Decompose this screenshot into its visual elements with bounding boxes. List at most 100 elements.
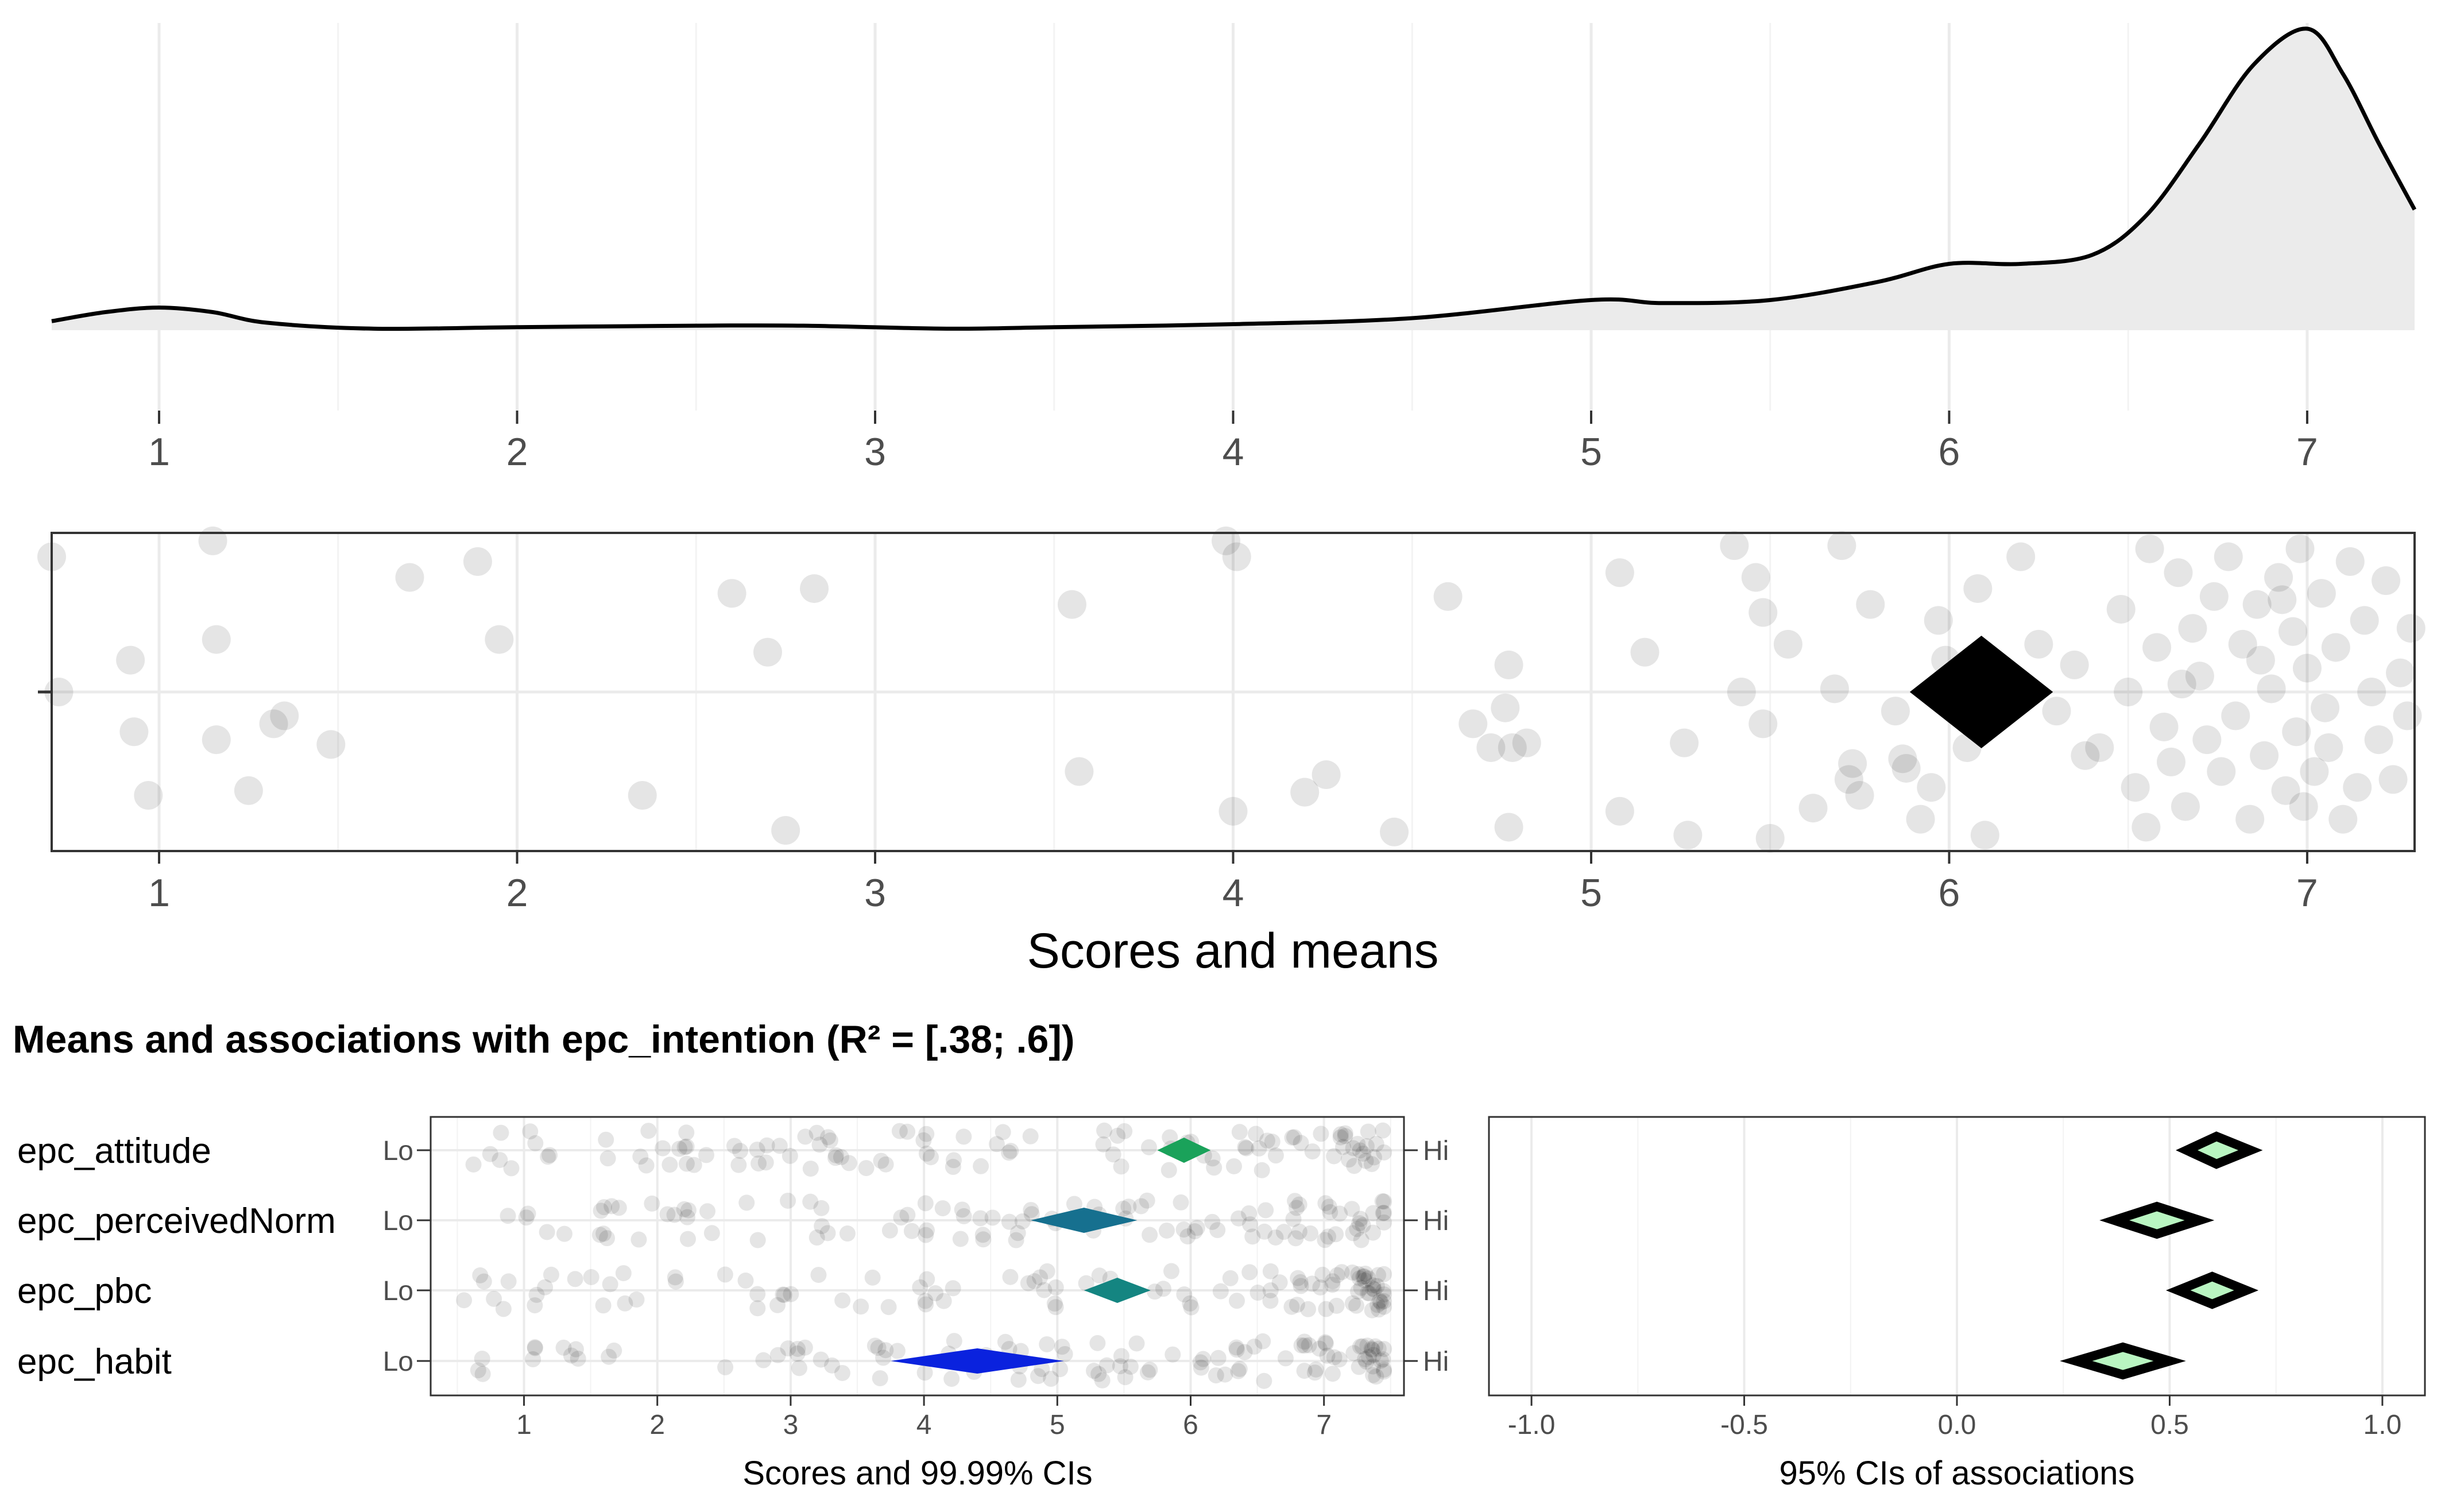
means-score-point <box>1376 1293 1392 1309</box>
means-score-point <box>1332 1126 1349 1143</box>
means-score-point <box>661 1157 678 1173</box>
means-score-point <box>1293 1337 1310 1354</box>
means-score-point <box>1334 1139 1351 1155</box>
means-score-point <box>1113 1348 1129 1364</box>
means-score-point <box>780 1340 796 1357</box>
means-score-point <box>556 1225 572 1242</box>
means-score-point <box>1086 1363 1102 1379</box>
means-score-point <box>1183 1299 1200 1316</box>
means-score-point <box>537 1279 554 1296</box>
means-score-point <box>470 1362 486 1379</box>
means-score-point <box>518 1209 535 1226</box>
means-score-point <box>527 1339 543 1356</box>
score-point <box>2393 701 2422 730</box>
means-score-point <box>1256 1223 1272 1240</box>
means-score-point <box>678 1138 695 1155</box>
means-score-point <box>870 1340 887 1356</box>
means-score-point <box>813 1351 829 1368</box>
score-point <box>1888 744 1917 774</box>
means-score-point <box>1139 1192 1155 1209</box>
means-score-point <box>676 1201 693 1217</box>
means-score-point <box>858 1160 875 1177</box>
means-score-point <box>1228 1339 1245 1356</box>
means-score-point <box>915 1132 932 1148</box>
means-score-point <box>814 1218 830 1235</box>
means-score-point <box>482 1146 498 1162</box>
means-score-point <box>679 1209 695 1225</box>
means-score-point <box>1313 1126 1329 1142</box>
means-score-point <box>495 1301 512 1317</box>
means-score-point <box>678 1124 695 1141</box>
score-point <box>2271 776 2300 805</box>
score-point <box>1512 728 1541 757</box>
score-point <box>1433 582 1463 611</box>
score-point <box>2228 629 2257 659</box>
means-score-point <box>1326 1349 1343 1366</box>
means-score-point <box>834 1292 851 1309</box>
means-score-point <box>1328 1297 1345 1314</box>
means-score-point <box>1231 1210 1247 1227</box>
means-score-point <box>595 1225 612 1242</box>
density-x-tick-label: 6 <box>1939 430 1960 474</box>
means-score-point <box>1365 1205 1382 1221</box>
means-score-point <box>1375 1283 1392 1300</box>
score-point <box>1498 733 1527 762</box>
means-score-point <box>1204 1150 1221 1167</box>
means-score-point <box>974 1227 991 1243</box>
means-score-point <box>1324 1366 1341 1382</box>
score-point <box>2311 693 2340 722</box>
means-x-axis-title: Scores and 99.99% CIs <box>742 1455 1092 1492</box>
means-score-point <box>717 1266 733 1283</box>
means-score-point <box>791 1360 807 1376</box>
scores-x-tick-label: 2 <box>506 871 528 915</box>
means-score-point <box>1358 1354 1375 1370</box>
score-point <box>2060 650 2089 679</box>
means-score-point <box>1023 1202 1039 1219</box>
score-point <box>2364 725 2393 755</box>
score-point <box>2214 542 2243 571</box>
means-score-point <box>1363 1340 1380 1357</box>
score-point <box>771 815 800 845</box>
means-score-point <box>903 1223 920 1239</box>
score-point <box>628 781 657 810</box>
means-score-point <box>841 1155 857 1171</box>
means-score-point <box>492 1151 508 1168</box>
means-score-point <box>1155 1281 1171 1297</box>
score-point <box>2350 606 2379 635</box>
means-score-point <box>891 1123 908 1139</box>
means-score-point <box>500 1273 517 1290</box>
associations-x-tick-label: 1.0 <box>2363 1410 2402 1440</box>
means-score-point <box>599 1150 616 1167</box>
means-x-tick-label: 7 <box>1316 1410 1332 1440</box>
score-point <box>2300 757 2329 786</box>
means-score-point <box>583 1269 599 1285</box>
score-point <box>2178 614 2207 643</box>
means-score-point <box>1189 1220 1205 1236</box>
means-score-point <box>1249 1285 1266 1301</box>
means-score-point <box>644 1195 660 1212</box>
means-score-point <box>1354 1338 1371 1355</box>
scores-tick-labels: 1 2 3 4 5 6 7 <box>148 851 2318 915</box>
means-score-point <box>771 1138 788 1154</box>
means-score-point <box>472 1267 489 1283</box>
score-point <box>1856 590 1885 619</box>
means-score-point <box>1344 1201 1360 1217</box>
means-score-point <box>474 1351 490 1367</box>
means-score-point <box>567 1341 584 1358</box>
means-score-point <box>1285 1211 1302 1227</box>
diamond-plot-title: Means and associations with epc_intentio… <box>13 1018 1075 1061</box>
means-score-point <box>1322 1204 1339 1220</box>
means-score-point <box>1311 1340 1328 1357</box>
means-score-point <box>881 1222 898 1239</box>
score-point <box>134 781 163 810</box>
means-score-point <box>923 1149 939 1166</box>
means-score-point <box>769 1347 786 1363</box>
means-score-point <box>1332 1129 1349 1146</box>
means-score-point <box>1043 1371 1059 1387</box>
association-diamond-epc_habit <box>2060 1342 2186 1380</box>
means-score-point <box>1163 1263 1179 1279</box>
means-score-point <box>527 1135 544 1151</box>
score-point <box>1491 693 1520 722</box>
means-score-point <box>1346 1158 1363 1174</box>
